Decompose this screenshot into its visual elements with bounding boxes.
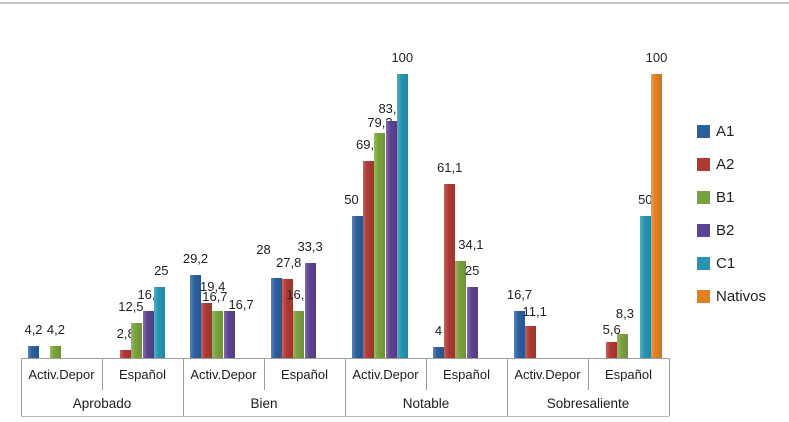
legend-swatch-icon	[697, 191, 710, 204]
legend-label: Nativos	[716, 288, 767, 305]
legend-item-b2: B2	[697, 222, 734, 239]
bar-notable-activdepor-c1	[396, 74, 408, 358]
bar-value-label: 61,1	[437, 160, 463, 176]
bar-bien-activdepor-b2	[223, 310, 235, 358]
bar-notable-espanol-b2	[466, 287, 478, 358]
axis-subcategory-label: Español	[119, 366, 166, 382]
bar-value-label: 25	[464, 263, 480, 278]
bar-notable-espanol-a1	[432, 346, 445, 358]
legend-label: A2	[716, 156, 735, 173]
bar-aprobado-activdepor-b1	[50, 346, 62, 358]
axis-group-label: Bien	[250, 395, 278, 411]
bar-value-label: 100	[645, 50, 668, 65]
legend-item-b1: B1	[697, 189, 734, 206]
bar-value-label: 50	[638, 192, 653, 207]
bar-aprobado-espanol-a2	[120, 350, 132, 358]
bar-value-label: 4,2	[46, 322, 65, 338]
bar-value-label: 16,7	[506, 286, 533, 302]
bar-value-label: 29,2	[182, 251, 209, 267]
bar-value-label: 11,1	[522, 304, 547, 320]
axis-border-line	[345, 358, 346, 416]
bar-notable-activdepor-a1	[351, 216, 364, 358]
bar-notable-espanol-b1	[455, 261, 467, 358]
bar-value-label: 4,2	[24, 322, 43, 338]
axis-border-line	[507, 358, 508, 416]
axis-subcategory-label: Español	[443, 366, 490, 382]
bar-aprobado-activdepor-a1	[27, 346, 40, 358]
bar-value-label: 50	[344, 192, 359, 207]
bar-notable-activdepor-b1	[374, 133, 386, 358]
legend-swatch-icon	[697, 224, 710, 237]
axis-subcategory-label: Español	[281, 366, 328, 382]
axis-subcategory-label: Activ.Depor	[514, 366, 581, 382]
axis-border-line	[588, 358, 589, 390]
axis-subcategory-label: Activ.Depor	[352, 366, 419, 382]
axis-border-line	[21, 416, 669, 417]
axis-border-line	[21, 358, 22, 416]
legend-swatch-icon	[697, 125, 710, 138]
bar-bien-espanol-b2	[304, 263, 316, 358]
bar-bien-espanol-b1	[293, 310, 305, 358]
bar-notable-activdepor-b2	[385, 121, 397, 358]
legend-swatch-icon	[697, 290, 710, 303]
legend-swatch-icon	[697, 158, 710, 171]
bar-aprobado-espanol-b1	[131, 322, 143, 358]
axis-group-label: Notable	[402, 395, 450, 411]
axis-border-line	[183, 358, 184, 416]
bar-value-label: 16,7	[202, 288, 228, 304]
bar-value-label: 16,7	[228, 296, 254, 312]
legend-label: B2	[716, 222, 735, 239]
axis-border-line	[426, 358, 427, 390]
legend-item-c1: C1	[697, 255, 735, 272]
axis-subcategory-label: Activ.Depor	[190, 366, 257, 382]
bar-value-label: 5,6	[602, 322, 621, 338]
bar-notable-activdepor-a2	[363, 160, 375, 358]
top-divider-line	[0, 2, 789, 4]
bar-value-label: 25	[154, 263, 169, 278]
bar-bien-activdepor-a2	[201, 302, 213, 358]
bar-sobresaliente-espanol-c1	[639, 216, 651, 358]
bar-sobresaliente-espanol-nativos	[650, 74, 663, 358]
bar-aprobado-espanol-c1	[153, 287, 165, 358]
axis-subcategory-label: Español	[605, 366, 652, 382]
axis-border-line	[264, 358, 265, 390]
bar-value-label: 100	[391, 50, 414, 65]
bar-bien-espanol-a1	[270, 278, 283, 358]
bar-bien-espanol-a2	[282, 279, 294, 358]
bar-value-label: 2,8	[116, 326, 135, 342]
axis-group-label: Sobresaliente	[546, 395, 630, 411]
bar-sobresaliente-activdepor-a1	[513, 310, 526, 358]
bar-sobresaliente-activdepor-a2	[525, 326, 537, 358]
bar-sobresaliente-espanol-a2	[606, 342, 618, 358]
bar-bien-activdepor-b1	[212, 310, 224, 358]
bar-value-label: 12,5	[118, 298, 144, 314]
bar-notable-espanol-a2	[444, 184, 456, 358]
legend-swatch-icon	[697, 257, 710, 270]
axis-border-line	[102, 358, 103, 390]
bar-value-label: 34,1	[458, 237, 484, 253]
legend-label: A1	[716, 123, 735, 140]
bar-value-label: 8,3	[615, 306, 634, 322]
bar-value-label: 4	[434, 322, 443, 338]
legend-label: B1	[716, 189, 735, 206]
legend-item-nativos: Nativos	[697, 288, 766, 305]
bar-value-label: 33,3	[297, 239, 323, 255]
axis-border-line	[669, 358, 670, 416]
bar-value-label: 28	[256, 242, 271, 258]
legend-item-a1: A1	[697, 123, 734, 140]
axis-group-label: Aprobado	[72, 395, 132, 411]
bar-value-label: 19,4	[200, 278, 226, 294]
bar-value-label: 27,8	[276, 255, 302, 271]
legend-label: C1	[716, 255, 736, 272]
bar-sobresaliente-espanol-b1	[617, 334, 629, 358]
legend-item-a2: A2	[697, 156, 734, 173]
axis-subcategory-label: Activ.Depor	[28, 366, 95, 382]
bar-aprobado-espanol-b2	[142, 310, 154, 358]
bar-bien-activdepor-a1	[189, 275, 202, 358]
